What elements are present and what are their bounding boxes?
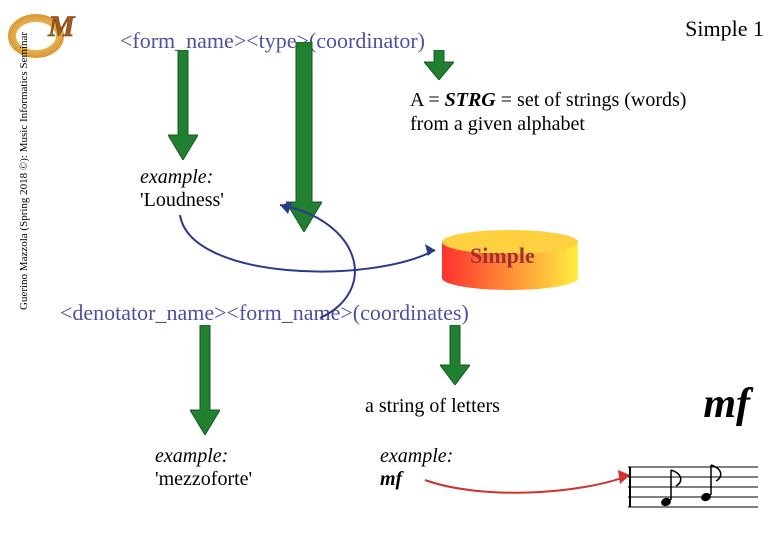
- example-mezzo-value: 'mezzoforte': [155, 468, 252, 490]
- example-mezzo-label: example:: [155, 445, 228, 467]
- arrow-coordinates-down: [440, 325, 470, 385]
- form-template-line: <form_name><type>(coordinator): [120, 28, 425, 54]
- example-mezzoforte: example: 'mezzoforte': [155, 445, 252, 491]
- arrow-denotatorname-down: [190, 325, 220, 435]
- svg-text:M: M: [47, 10, 76, 43]
- example-loudness-value: 'Loudness': [140, 189, 224, 211]
- example-loudness-label: example:: [140, 166, 213, 188]
- strg-line2: from a given alphabet: [410, 113, 585, 135]
- music-staff: [628, 452, 758, 522]
- example-mf-value: mf: [380, 468, 402, 490]
- strg-rest: = set of strings (words): [496, 89, 687, 111]
- strg-prefix: A =: [410, 89, 445, 111]
- copyright-vertical: Guerino Mazzola (Spring 2018 ©): Music I…: [18, 32, 30, 310]
- arrow-formname-down: [168, 50, 198, 160]
- string-of-letters: a string of letters: [365, 395, 500, 418]
- strg-definition: A = STRG = set of strings (words) from a…: [410, 88, 686, 136]
- mf-dynamic-symbol: mf: [703, 380, 750, 428]
- curve-mf-to-staff: [420, 460, 640, 510]
- curve-formname-back: [260, 200, 380, 320]
- slide-number-badge: Simple 1: [685, 16, 764, 42]
- arrow-coordinator-down: [424, 50, 454, 80]
- cylinder-label: Simple: [470, 243, 535, 269]
- example-loudness: example: 'Loudness': [140, 166, 224, 212]
- strg-bold: STRG: [445, 89, 496, 111]
